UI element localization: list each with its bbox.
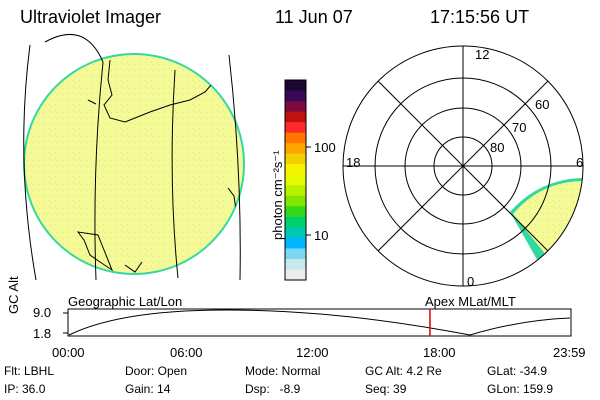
colorbar-swatch [285,153,306,165]
colorbar-swatch [285,174,306,186]
timeline-left-caption: Geographic Lat/Lon [68,294,183,309]
status-gain: Gain: 14 [125,382,171,396]
colorbar-swatch [285,227,306,239]
colorbar-swatch [285,111,306,123]
colorbar-swatch [285,206,306,218]
earth-disc [23,34,245,281]
status-filter: Flt: LBHL [4,364,55,378]
timeline-xtick-4: 23:59 [553,345,586,360]
lat-label-60: 60 [535,97,550,112]
instrument-title: Ultraviolet Imager [20,7,162,27]
colorbar-swatch [285,185,306,197]
colorbar-swatch [285,216,306,228]
timeline-xtick-3: 18:00 [423,345,456,360]
colorbar-swatch [285,90,306,102]
date-label: 11 Jun 07 [275,7,353,27]
timeline-xtick-1: 06:00 [170,345,203,360]
colorbar [284,79,311,281]
colorbar-tick-100: 100 [314,140,336,155]
colorbar-swatch [285,80,306,92]
lat-label-70: 70 [512,120,527,135]
colorbar-swatch [285,258,306,271]
colorbar-swatch [285,122,306,134]
timeline-xtick-2: 12:00 [296,345,329,360]
time-label: 17:15:56 UT [430,7,530,27]
colorbar-tick-10: 10 [314,228,329,243]
status-door: Door: Open [125,364,188,378]
colorbar-unit-label: photon cm⁻²s⁻¹ [270,150,285,240]
mlt-label-12: 12 [475,47,490,62]
lat-label-80: 80 [490,140,505,155]
altitude-timeline [63,308,572,337]
timeline-right-caption: Apex MLat/MLT [425,294,516,309]
mlt-label-6: 6 [576,155,584,170]
colorbar-swatch [285,195,306,207]
colorbar-swatch [285,269,306,281]
colorbar-swatch [285,143,306,155]
status-glon: GLon: 159.9 [487,382,554,396]
lon-grid-lines [23,34,241,281]
status-ip: IP: 36.0 [4,382,46,396]
status-seq: Seq: 39 [365,382,407,396]
status-glat: GLat: -34.9 [487,364,548,378]
status-gc-alt: GC Alt: 4.2 Re [365,364,442,378]
colorbar-swatch [285,164,306,176]
colorbar-swatch [285,101,306,113]
timeline-ytick-top: 9.0 [33,305,52,320]
timeline-ylabel: GC Alt [6,276,21,314]
mlt-label-18: 18 [346,155,361,170]
mlt-label-0: 0 [467,274,475,289]
colorbar-swatch [285,248,306,260]
timeline-ytick-bottom: 1.8 [33,326,52,341]
timeline-xtick-0: 00:00 [52,345,85,360]
colorbar-swatch [285,237,306,250]
status-mode: Mode: Normal [245,364,321,378]
altitude-curve [68,309,571,336]
colorbar-swatch [285,132,306,144]
status-dsp: Dsp: -8.9 [245,382,301,396]
polar-plot [342,45,584,287]
